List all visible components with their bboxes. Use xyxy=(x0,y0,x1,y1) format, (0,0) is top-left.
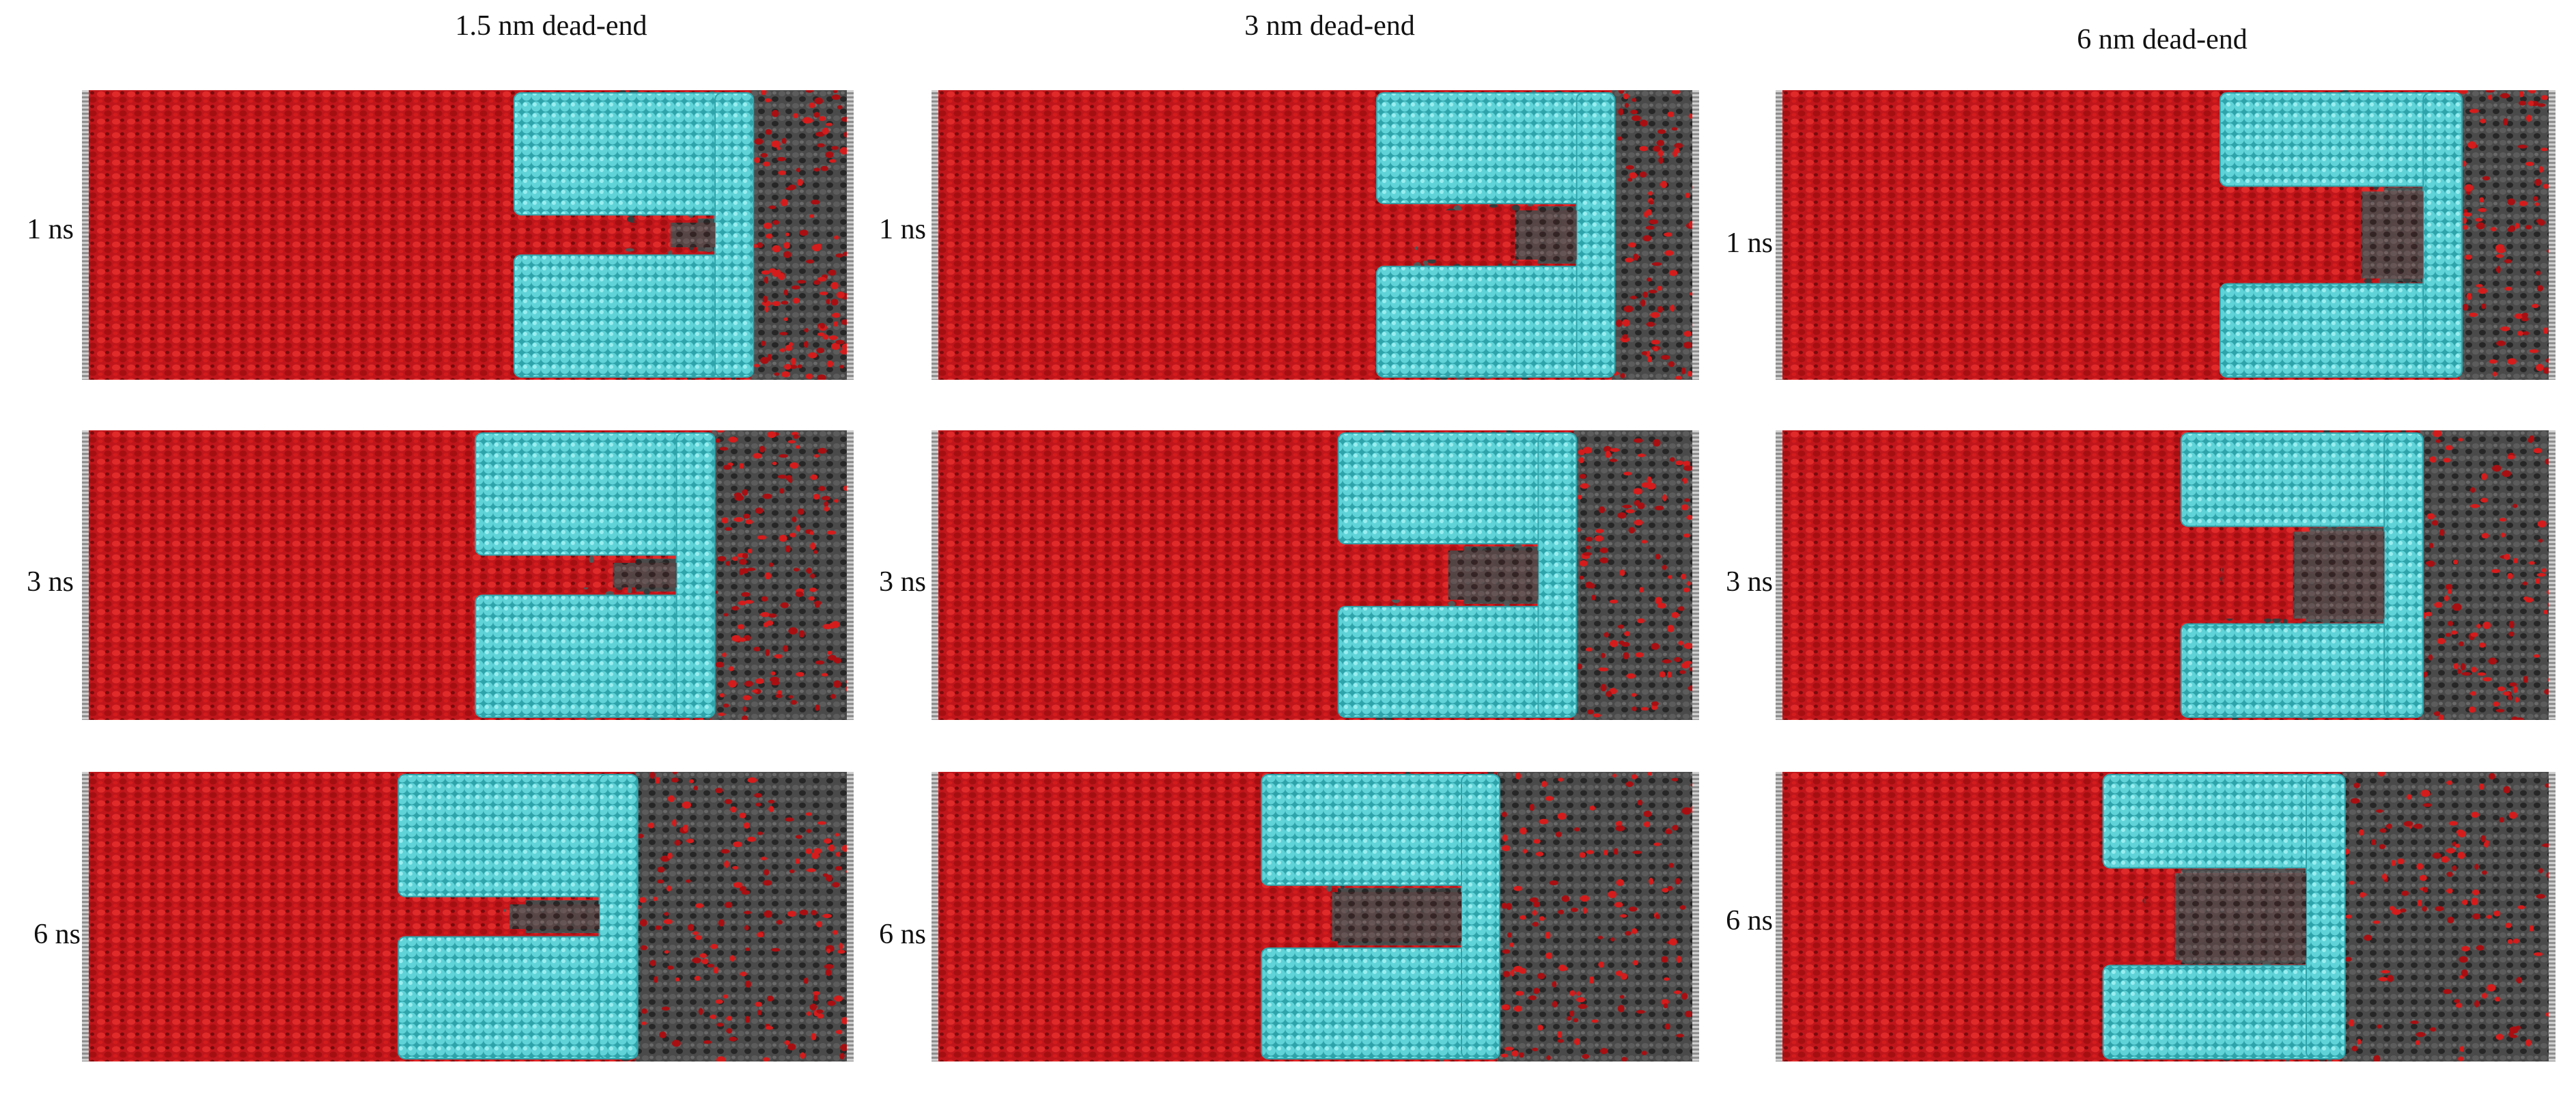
right-wall xyxy=(2549,90,2556,380)
row-label-3ns-col1: 3 ns xyxy=(27,566,74,598)
row-label-3ns-col2: 3 ns xyxy=(879,566,926,598)
snapshot-1-5nm-6ns xyxy=(82,772,854,1061)
left-wall xyxy=(82,430,89,720)
snapshot-canvas xyxy=(82,90,854,380)
snapshot-canvas xyxy=(932,430,1699,720)
row-label-1ns-col1: 1 ns xyxy=(27,214,74,245)
row-label-6ns-col2: 6 ns xyxy=(879,919,926,950)
snapshot-6nm-3ns xyxy=(1776,430,2556,720)
column-title-6nm: 6 nm dead-end xyxy=(2077,24,2248,55)
snapshot-canvas xyxy=(932,772,1699,1061)
right-wall xyxy=(847,430,854,720)
right-wall xyxy=(2549,430,2556,720)
left-wall xyxy=(932,772,938,1061)
left-wall xyxy=(82,90,89,380)
snapshot-canvas xyxy=(82,430,854,720)
snapshot-6nm-6ns xyxy=(1776,772,2556,1061)
column-title-3nm: 3 nm dead-end xyxy=(1244,10,1415,42)
row-label-1ns-col3: 1 ns xyxy=(1726,227,1773,259)
left-wall xyxy=(1776,772,1782,1061)
snapshot-canvas xyxy=(932,90,1699,380)
snapshot-canvas xyxy=(1776,772,2556,1061)
row-label-6ns-col1: 6 ns xyxy=(33,919,81,950)
left-wall xyxy=(932,90,938,380)
snapshot-3nm-3ns xyxy=(932,430,1699,720)
right-wall xyxy=(847,90,854,380)
snapshot-3nm-1ns xyxy=(932,90,1699,380)
right-wall xyxy=(1692,430,1699,720)
snapshot-6nm-1ns xyxy=(1776,90,2556,380)
left-wall xyxy=(82,772,89,1061)
left-wall xyxy=(1776,90,1782,380)
right-wall xyxy=(847,772,854,1061)
snapshot-canvas xyxy=(1776,90,2556,380)
column-title-1-5nm: 1.5 nm dead-end xyxy=(455,10,647,42)
right-wall xyxy=(1692,772,1699,1061)
row-label-1ns-col2: 1 ns xyxy=(879,214,926,245)
snapshot-canvas xyxy=(82,772,854,1061)
right-wall xyxy=(2549,772,2556,1061)
row-label-3ns-col3: 3 ns xyxy=(1726,566,1773,598)
snapshot-3nm-6ns xyxy=(932,772,1699,1061)
left-wall xyxy=(1776,430,1782,720)
left-wall xyxy=(932,430,938,720)
snapshot-canvas xyxy=(1776,430,2556,720)
snapshot-1-5nm-3ns xyxy=(82,430,854,720)
snapshot-1-5nm-1ns xyxy=(82,90,854,380)
row-label-6ns-col3: 6 ns xyxy=(1726,905,1773,936)
right-wall xyxy=(1692,90,1699,380)
